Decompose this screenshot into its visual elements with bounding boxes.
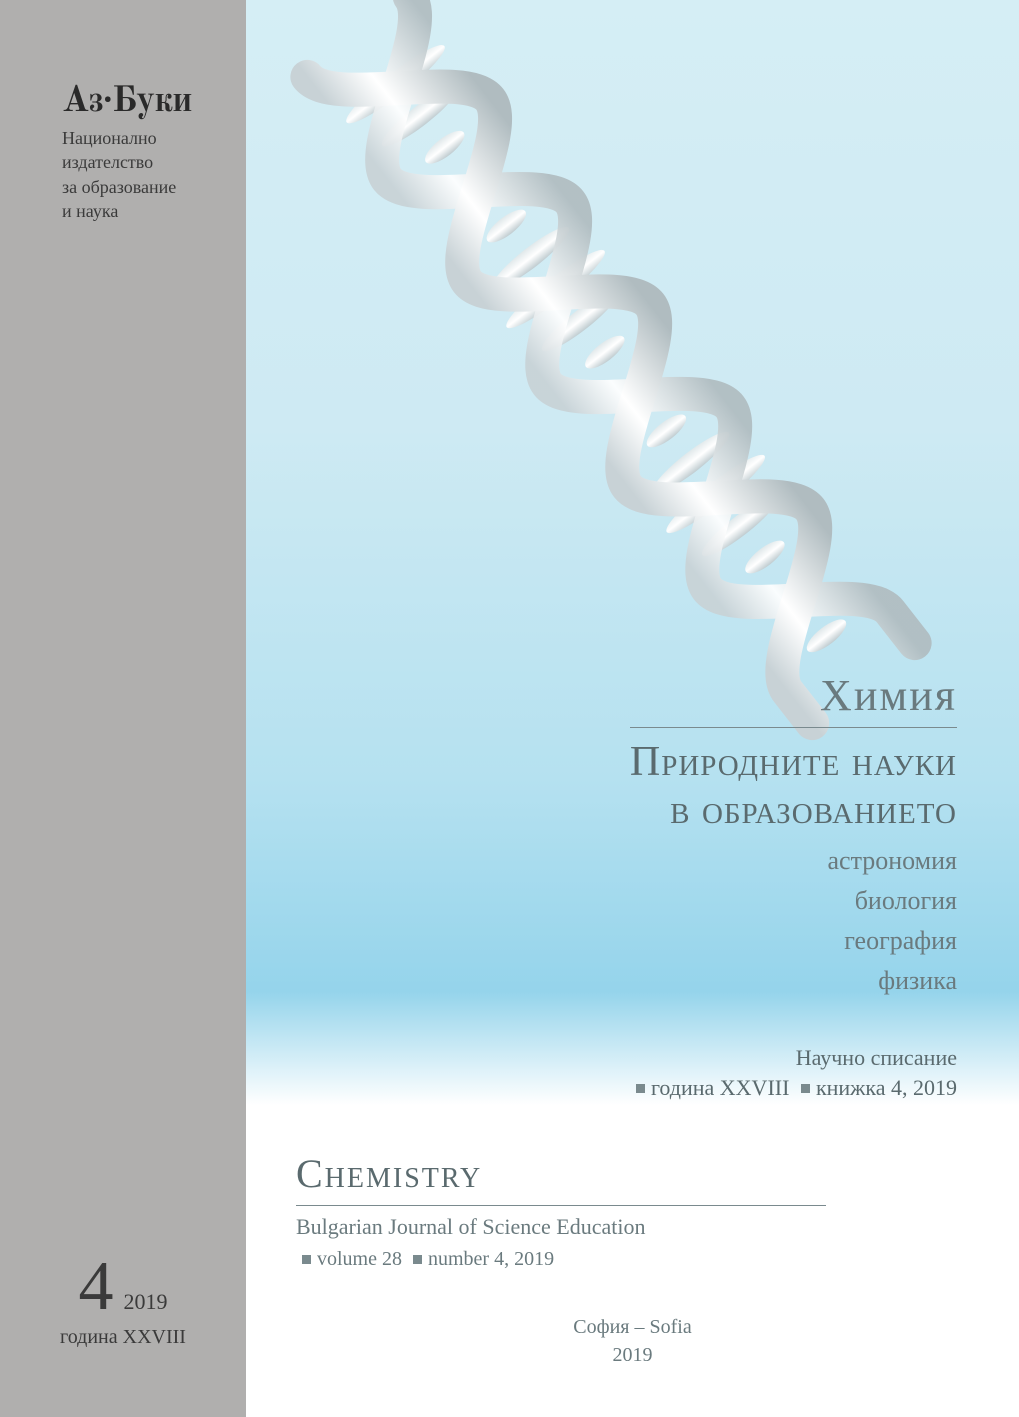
publisher-line: Национално [62, 126, 192, 150]
volume-issue-english: volume 28 number 4, 2019 [296, 1248, 826, 1271]
issue-bg: книжка 4, 2019 [816, 1075, 957, 1100]
issue-number: 4 [79, 1252, 114, 1322]
divider [296, 1205, 826, 1206]
subject-item: астрономия [630, 841, 957, 881]
publisher-description: Национално издателство за образование и … [62, 126, 192, 223]
square-bullet-icon [302, 1255, 311, 1264]
footer-publication-info: София – Sofia 2019 [246, 1313, 1019, 1369]
issue-number-row: 4 2019 [0, 1252, 246, 1322]
title-block-bulgarian: Химия Природните науки в образованието а… [630, 670, 957, 1002]
subtitle-line: в образованието [630, 786, 957, 834]
subtitle-line: Природните науки [630, 738, 957, 786]
publisher-line: и наука [62, 199, 192, 223]
journal-meta-bulgarian: Научно списание година XXVIII книжка 4, … [630, 1045, 957, 1101]
dna-helix-illustration [286, 0, 936, 770]
dna-svg [286, 0, 936, 770]
title-block-english: Chemistry Bulgarian Journal of Science E… [296, 1150, 826, 1271]
publisher-line: издателство [62, 150, 192, 174]
left-sidebar: Аз·Буки Национално издателство за образо… [0, 0, 246, 1417]
dna-rungs [340, 37, 881, 681]
subtitle-english: Bulgarian Journal of Science Education [296, 1214, 826, 1240]
issue-year: 2019 [124, 1289, 168, 1315]
issue-volume: година XXVIII [0, 1326, 246, 1349]
subjects-list: астрономия биология география физика [630, 841, 957, 1002]
main-cover-area: Химия Природните науки в образованието а… [246, 0, 1019, 1417]
journal-label: Научно списание [630, 1045, 957, 1071]
publisher-logo: Аз·Буки [62, 80, 192, 124]
journal-cover: Аз·Буки Национално издателство за образо… [0, 0, 1019, 1417]
subject-item: география [630, 921, 957, 961]
square-bullet-icon [413, 1255, 422, 1264]
volume-en: volume 28 [317, 1248, 402, 1270]
subject-item: физика [630, 961, 957, 1001]
volume-issue-line: година XXVIII книжка 4, 2019 [630, 1075, 957, 1101]
city-line: София – Sofia [246, 1313, 1019, 1341]
issue-block: 4 2019 година XXVIII [0, 1252, 246, 1349]
footer-year: 2019 [246, 1341, 1019, 1369]
divider [630, 727, 957, 728]
title-chemistry-bg: Химия [630, 670, 957, 721]
dna-strand-b [307, 0, 914, 723]
square-bullet-icon [636, 1084, 645, 1093]
publisher-line: за образование [62, 175, 192, 199]
subtitle-bulgarian: Природните науки в образованието [630, 738, 957, 835]
issue-en: number 4, 2019 [428, 1248, 554, 1270]
publisher-block: Аз·Буки Национално издателство за образо… [62, 80, 192, 223]
square-bullet-icon [801, 1084, 810, 1093]
subject-item: биология [630, 881, 957, 921]
dna-strand-a [307, 0, 914, 723]
volume-bg: година XXVIII [651, 1075, 790, 1100]
title-chemistry-en: Chemistry [296, 1150, 826, 1197]
